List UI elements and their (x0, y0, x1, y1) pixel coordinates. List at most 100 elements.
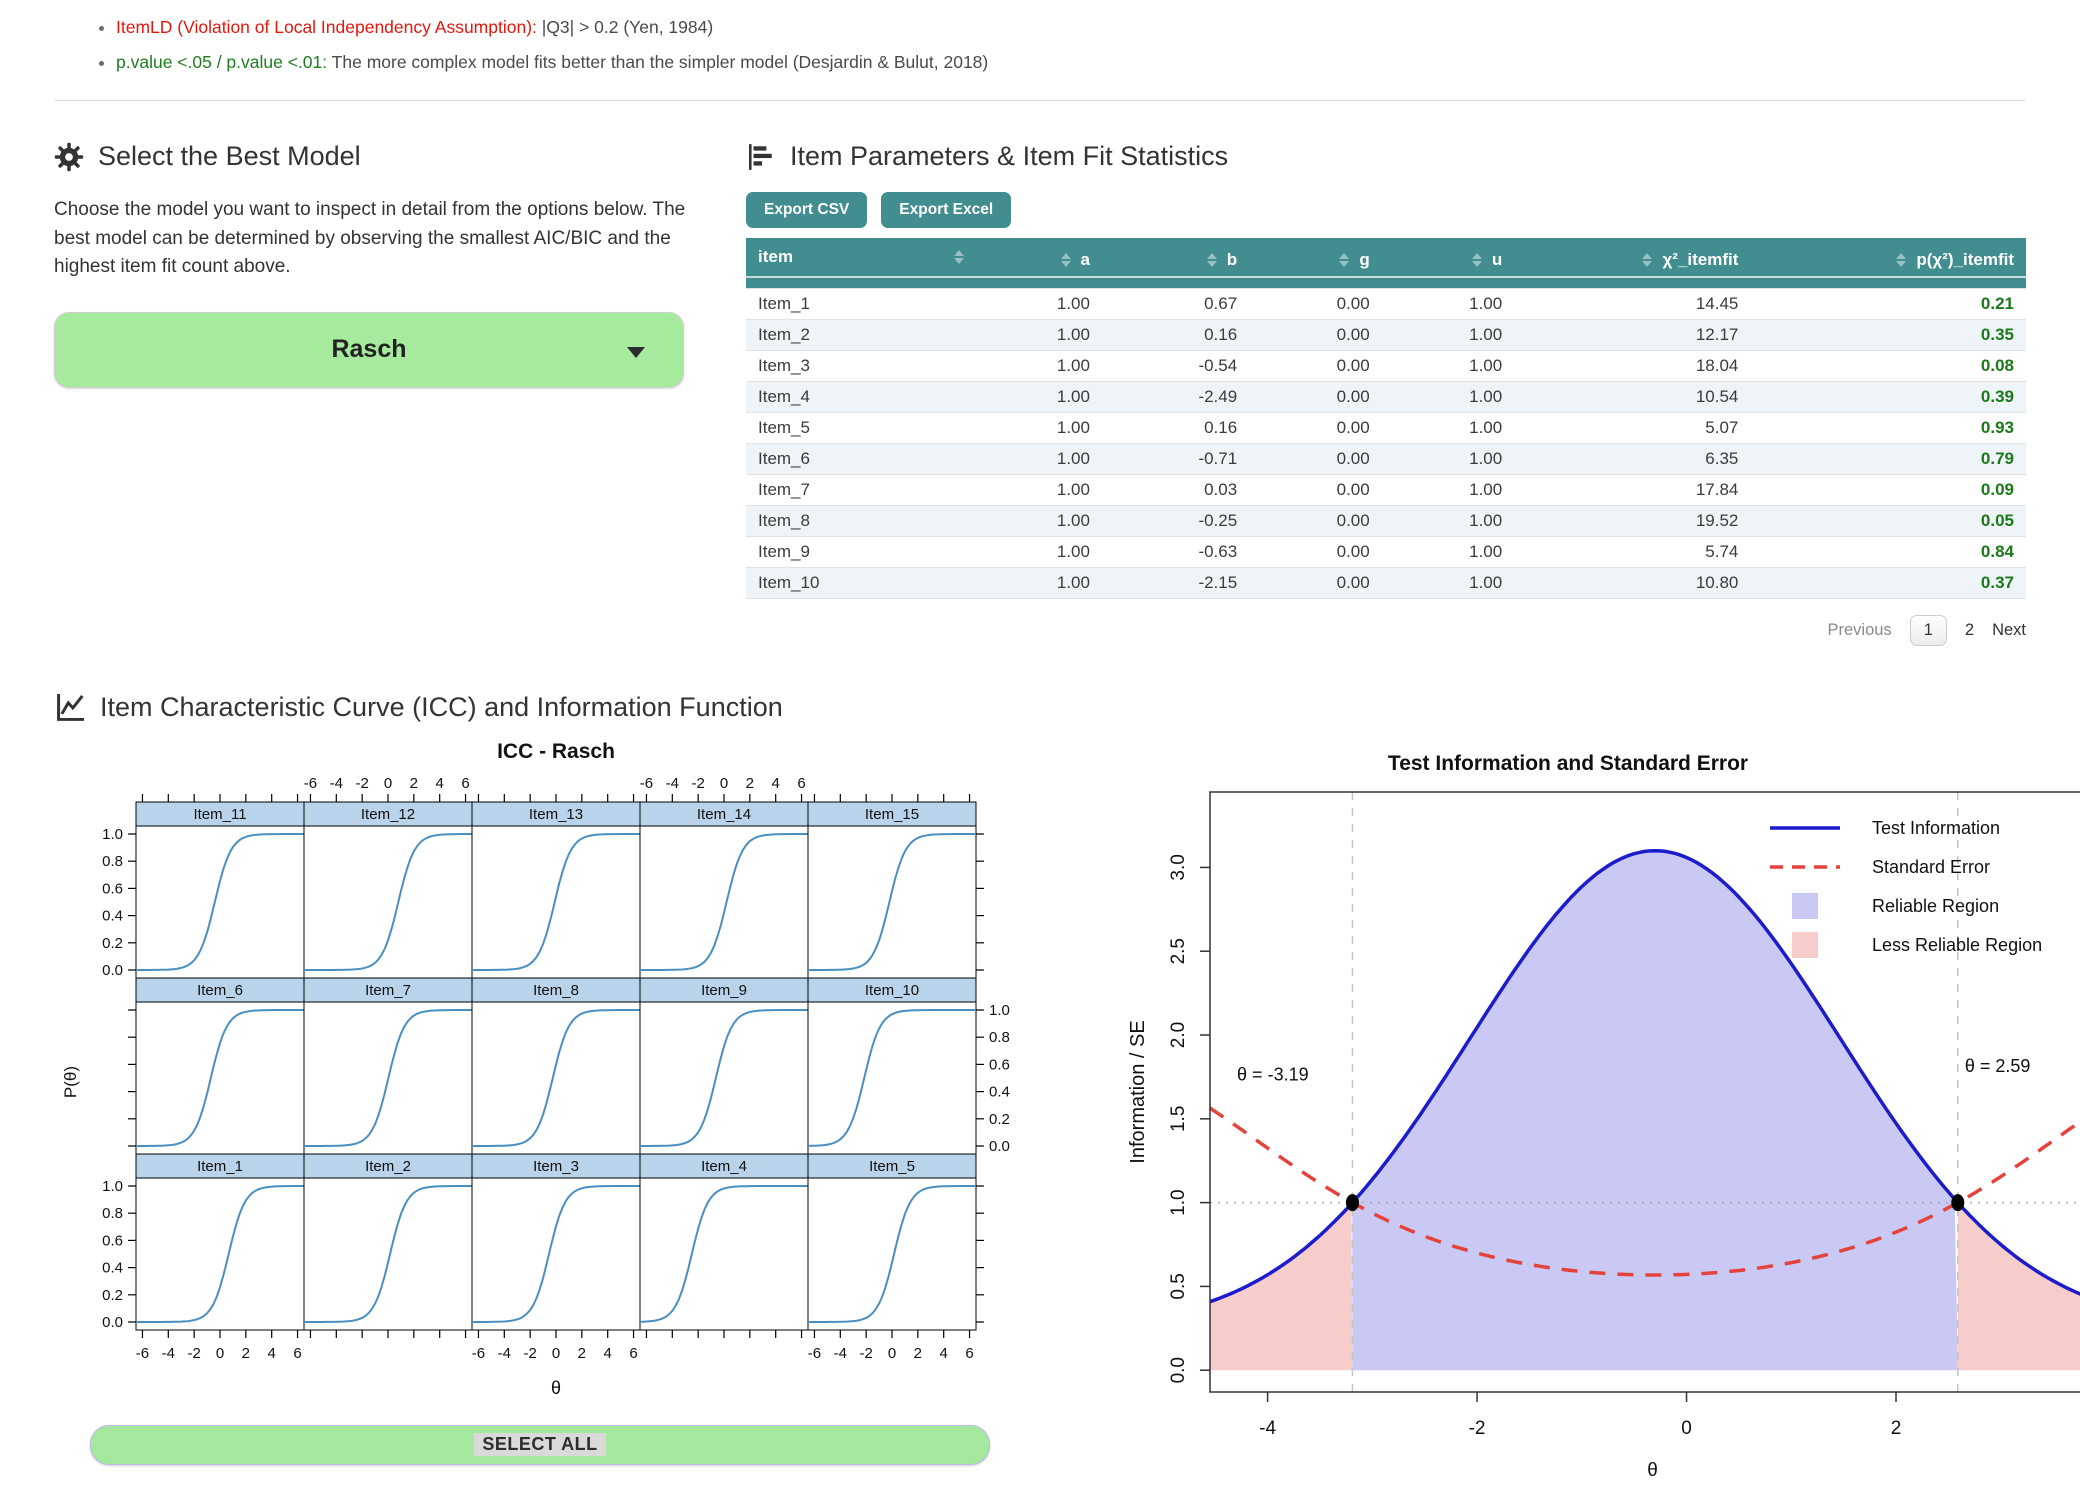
column-header-u[interactable]: u (1381, 238, 1515, 279)
bar-chart-icon (746, 142, 776, 172)
column-header-chisq-itemfit[interactable]: χ²_itemfit (1514, 238, 1751, 279)
value-cell: 1.00 (1469, 510, 1503, 530)
value-cell: 1.00 (1056, 572, 1090, 592)
svg-text:3.0: 3.0 (1168, 854, 1189, 880)
section-divider (54, 100, 2026, 102)
svg-text:0.5: 0.5 (1168, 1273, 1189, 1299)
svg-text:θ: θ (1647, 1460, 1658, 1480)
pagination-next[interactable]: Next (1992, 620, 2026, 639)
svg-text:Item_12: Item_12 (361, 806, 415, 823)
svg-text:-4: -4 (1259, 1418, 1276, 1439)
table-row[interactable]: Item_7 1.00 0.03 0.00 1.00 17.84 0.09 (746, 474, 2026, 505)
value-cell: 10.54 (1695, 386, 1739, 406)
svg-text:-6: -6 (808, 1345, 821, 1362)
table-row[interactable]: Item_3 1.00 -0.54 0.00 1.00 18.04 0.08 (746, 350, 2026, 381)
value-cell: 1.00 (1469, 386, 1503, 406)
sort-icon[interactable] (1339, 253, 1350, 268)
sort-icon[interactable] (954, 250, 965, 265)
value-cell: 19.52 (1695, 510, 1739, 530)
svg-text:1.0: 1.0 (989, 1002, 1010, 1019)
sort-icon[interactable] (1896, 253, 1907, 268)
test-information-panel: Test Information and Standard Error -4 -2… (1110, 734, 2080, 1485)
value-cell: 0.16 (1204, 324, 1238, 344)
value-cell: -0.71 (1198, 448, 1238, 468)
pagination-page-1[interactable]: 1 (1909, 614, 1947, 646)
model-select-description: Choose the model you want to inspect in … (54, 199, 686, 278)
item-name-cell: Item_3 (758, 355, 810, 375)
value-cell: 1.00 (1469, 448, 1503, 468)
svg-text:0: 0 (384, 775, 392, 792)
item-name-cell: Item_9 (758, 541, 810, 561)
export-excel-button[interactable]: Export Excel (881, 192, 1012, 229)
column-header-a[interactable]: a (976, 238, 1102, 279)
note-itemld-label: ItemLD (Violation of Local Independency … (116, 17, 537, 37)
svg-text:0: 0 (552, 1345, 560, 1362)
svg-text:Item_8: Item_8 (533, 982, 579, 999)
svg-text:4: 4 (436, 775, 444, 792)
sort-icon[interactable] (1206, 253, 1217, 268)
select-all-label: SELECT ALL (474, 1433, 606, 1457)
column-header-g[interactable]: g (1249, 238, 1382, 279)
value-cell: 0.79 (1980, 448, 2014, 468)
sort-icon[interactable] (1642, 253, 1653, 268)
item-fit-table-body: Item_1 1.00 0.67 0.00 1.00 14.45 0.21 Item_2 1.0… (746, 288, 2026, 599)
export-csv-button[interactable]: Export CSV (746, 192, 868, 229)
svg-text:0.6: 0.6 (102, 880, 123, 897)
table-row[interactable]: Item_4 1.00 -2.49 0.00 1.00 10.54 0.39 (746, 381, 2026, 413)
table-row[interactable]: Item_1 1.00 0.67 0.00 1.00 14.45 0.21 (746, 288, 2026, 319)
note-pvalue-label: p.value <.05 / p.value <.01: (116, 52, 328, 73)
svg-text:Item_13: Item_13 (529, 806, 583, 823)
item-parameters-title: Item Parameters & Item Fit Statistics (790, 141, 1229, 172)
value-cell: 0.05 (1980, 510, 2014, 530)
svg-text:Standard Error: Standard Error (1872, 857, 1990, 877)
svg-text:-4: -4 (666, 775, 679, 792)
pagination-previous[interactable]: Previous (1827, 620, 1892, 639)
value-cell: 14.45 (1695, 293, 1739, 313)
svg-text:Item_10: Item_10 (865, 982, 919, 999)
value-cell: 0.39 (1980, 386, 2014, 406)
svg-text:ICC - Rasch: ICC - Rasch (497, 740, 615, 763)
table-row[interactable]: Item_5 1.00 0.16 0.00 1.00 5.07 0.93 (746, 412, 2026, 443)
note-pvalue-text: The more complex model fits better than … (327, 52, 989, 73)
item-name-cell: Item_8 (758, 510, 810, 530)
svg-text:P(θ): P(θ) (61, 1066, 80, 1098)
value-cell: 0.00 (1336, 448, 1370, 468)
svg-text:6: 6 (461, 775, 469, 792)
svg-text:-6: -6 (472, 1345, 485, 1362)
value-cell: 0.35 (1980, 324, 2014, 344)
table-row[interactable]: Item_6 1.00 -0.71 0.00 1.00 6.35 0.79 (746, 443, 2026, 475)
value-cell: 0.84 (1980, 541, 2014, 561)
value-cell: 0.00 (1336, 479, 1370, 499)
svg-text:0: 0 (1681, 1418, 1692, 1439)
test-information-plot: -4 -2 0 2 θ 0.0 0.5 1.0 1.5 2.0 2.5 3.0 Information … (1110, 780, 2080, 1485)
sort-icon[interactable] (1471, 253, 1482, 268)
column-header-p-chisq-itemfit[interactable]: p(χ²)_itemfit (1750, 238, 2026, 279)
value-cell: 1.00 (1056, 355, 1090, 375)
svg-text:-4: -4 (162, 1345, 175, 1362)
svg-text:Item_6: Item_6 (197, 982, 243, 999)
pagination-page-2[interactable]: 2 (1964, 620, 1975, 639)
column-header-b[interactable]: b (1101, 238, 1250, 279)
note-itemld-text: |Q3| > 0.2 (Yen, 1984) (536, 17, 714, 37)
table-row[interactable]: Item_10 1.00 -2.15 0.00 1.00 10.80 0.37 (746, 567, 2026, 599)
svg-text:Item_11: Item_11 (193, 806, 246, 823)
model-dropdown-value: Rasch (331, 335, 407, 364)
table-row[interactable]: Item_2 1.00 0.16 0.00 1.00 12.17 0.35 (746, 319, 2026, 351)
svg-text:Information / SE: Information / SE (1127, 1020, 1149, 1163)
line-chart-icon (54, 692, 86, 724)
select-all-button[interactable]: SELECT ALL (90, 1424, 990, 1465)
svg-text:-2: -2 (691, 775, 704, 792)
model-dropdown[interactable]: Rasch (54, 311, 684, 388)
note-itemld: ItemLD (Violation of Local Independency … (116, 14, 2026, 41)
svg-text:Item_3: Item_3 (533, 1158, 579, 1175)
value-cell: -2.49 (1198, 386, 1238, 406)
value-cell: 0.00 (1336, 386, 1370, 406)
table-row[interactable]: Item_9 1.00 -0.63 0.00 1.00 5.74 0.84 (746, 536, 2026, 567)
sort-icon[interactable] (1060, 253, 1071, 268)
value-cell: 5.74 (1705, 541, 1739, 561)
value-cell: 0.00 (1336, 355, 1370, 375)
column-header-item[interactable]: item (746, 238, 977, 279)
table-row[interactable]: Item_8 1.00 -0.25 0.00 1.00 19.52 0.05 (746, 505, 2026, 537)
value-cell: 0.93 (1980, 417, 2014, 437)
